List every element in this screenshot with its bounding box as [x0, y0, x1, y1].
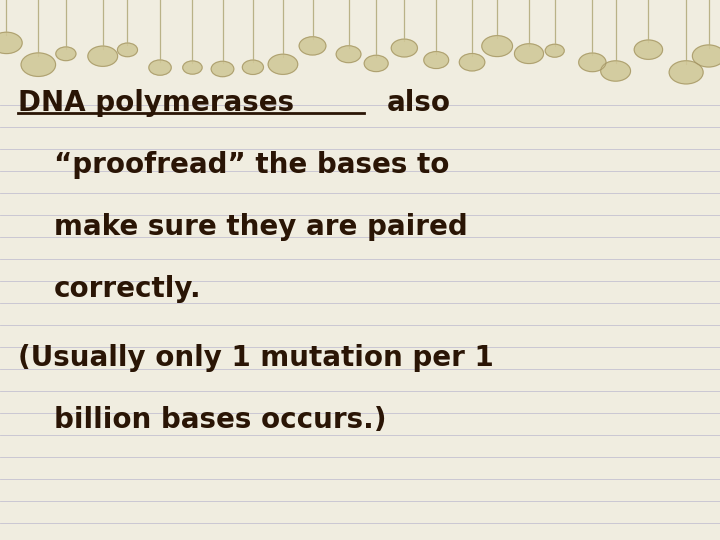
- Text: make sure they are paired: make sure they are paired: [54, 213, 468, 241]
- Ellipse shape: [88, 46, 117, 66]
- Ellipse shape: [149, 60, 171, 75]
- Text: correctly.: correctly.: [54, 275, 202, 303]
- Text: billion bases occurs.): billion bases occurs.): [54, 406, 387, 434]
- Ellipse shape: [600, 61, 631, 81]
- Ellipse shape: [693, 45, 720, 67]
- Ellipse shape: [0, 32, 22, 53]
- Ellipse shape: [243, 60, 264, 75]
- Text: “proofread” the bases to: “proofread” the bases to: [54, 151, 449, 179]
- Ellipse shape: [299, 37, 326, 55]
- Ellipse shape: [482, 36, 513, 57]
- Ellipse shape: [459, 53, 485, 71]
- Ellipse shape: [579, 53, 606, 72]
- Ellipse shape: [117, 43, 138, 57]
- Ellipse shape: [515, 44, 544, 64]
- Ellipse shape: [424, 52, 449, 69]
- Ellipse shape: [211, 61, 234, 77]
- Ellipse shape: [336, 46, 361, 63]
- Ellipse shape: [21, 53, 55, 77]
- Text: (Usually only 1 mutation per 1: (Usually only 1 mutation per 1: [18, 344, 494, 372]
- Ellipse shape: [391, 39, 418, 57]
- Ellipse shape: [268, 54, 298, 75]
- Ellipse shape: [183, 61, 202, 74]
- Text: DNA polymerases: DNA polymerases: [18, 89, 304, 117]
- Ellipse shape: [545, 44, 564, 57]
- Ellipse shape: [364, 55, 388, 72]
- Ellipse shape: [669, 61, 703, 84]
- Ellipse shape: [634, 40, 662, 59]
- Text: also: also: [387, 89, 451, 117]
- Ellipse shape: [56, 47, 76, 60]
